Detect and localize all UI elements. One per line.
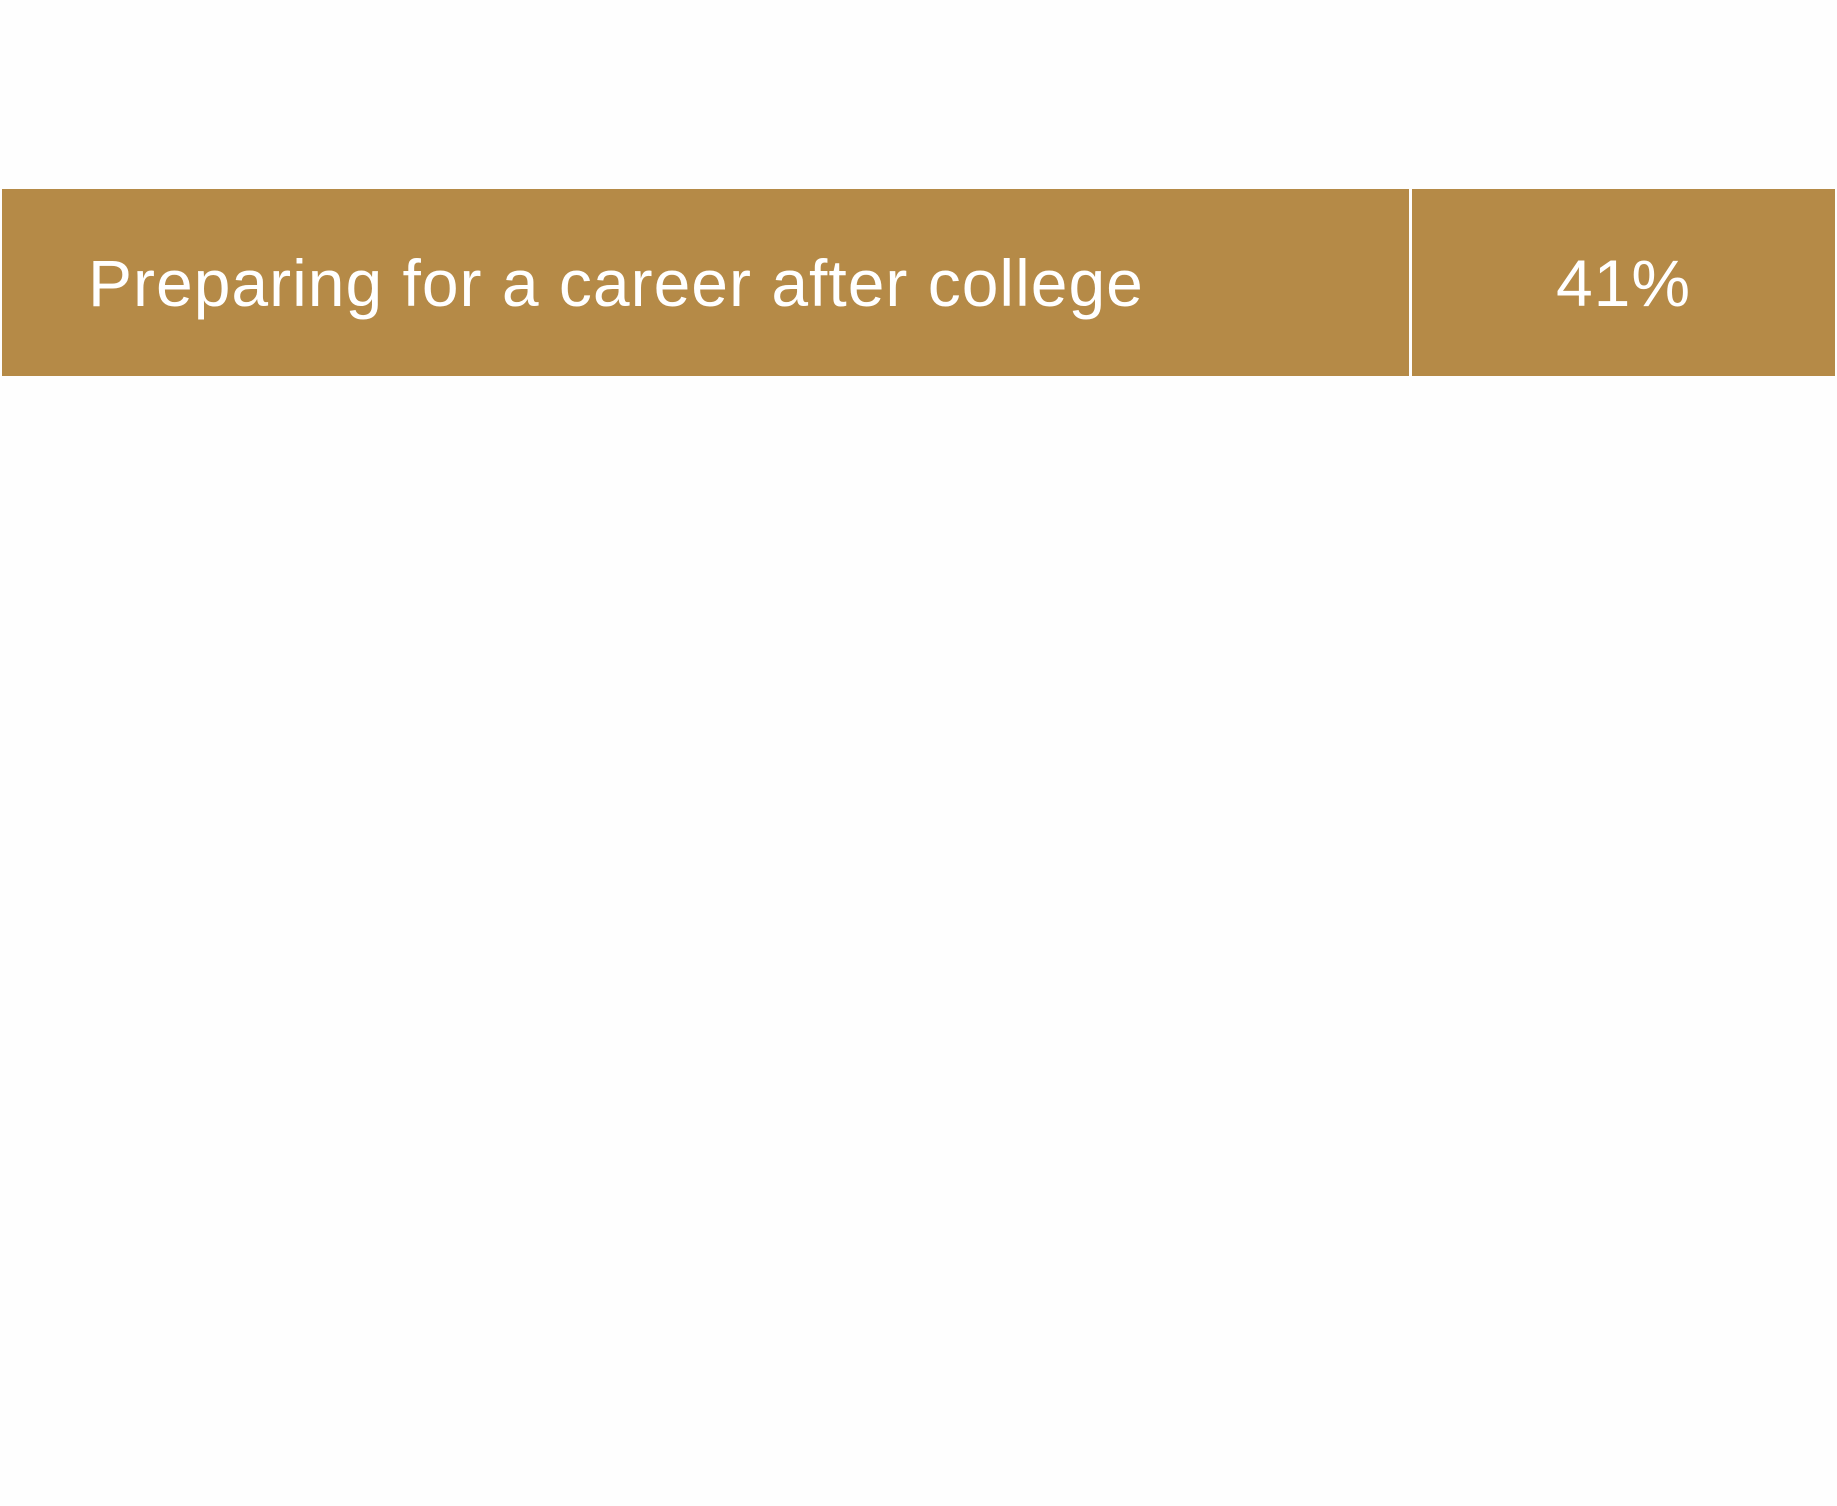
- table-row: Preparing for a career after college 41%: [2, 189, 1835, 376]
- row-value: 41%: [1555, 245, 1692, 320]
- cell-divider: [1409, 189, 1412, 376]
- row-value-cell: 41%: [1412, 189, 1835, 376]
- row-label-cell: Preparing for a career after college: [2, 189, 1409, 376]
- row-label: Preparing for a career after college: [88, 245, 1144, 320]
